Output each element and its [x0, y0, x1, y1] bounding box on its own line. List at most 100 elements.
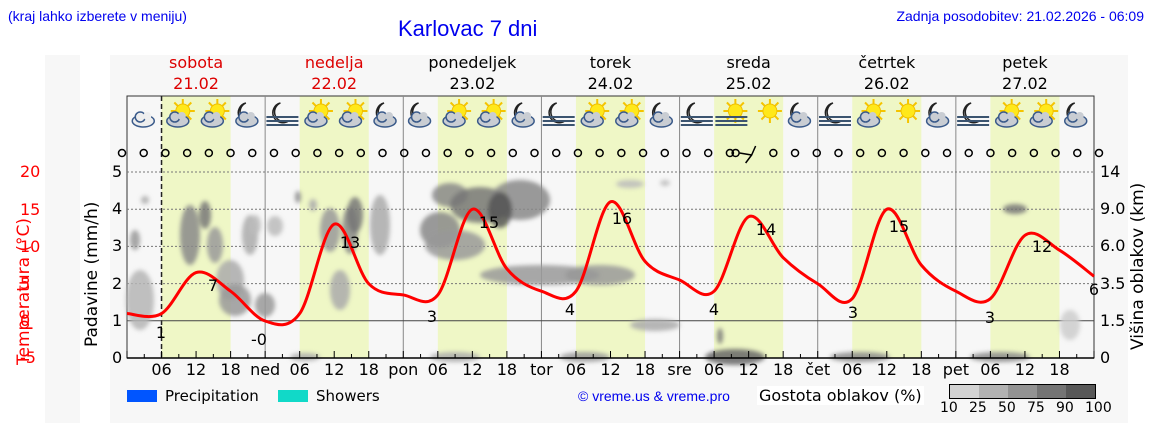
calm-wind-icon: [964, 148, 973, 158]
calm-wind-icon: [682, 148, 691, 158]
calm-wind-icon: [703, 148, 713, 158]
temperature-tick: 5: [20, 274, 31, 293]
precipitation-tick: 3: [112, 236, 123, 256]
day-name: sreda: [726, 53, 771, 72]
calm-wind-icon: [399, 148, 409, 158]
day-date: 23.02: [449, 74, 496, 93]
calm-wind-icon: [812, 148, 822, 158]
partly-cloudy-night-icon: [649, 102, 674, 128]
partly-cloudy-day-icon: [856, 99, 886, 128]
day-date: 22.02: [311, 74, 358, 93]
time-tick: 18: [772, 360, 794, 379]
time-tick: 18: [1049, 360, 1070, 379]
partly-cloudy-night-icon: [925, 102, 950, 128]
calm-wind-icon: [986, 148, 995, 158]
temperature-value-label: 12: [1032, 237, 1052, 256]
precipitation-tick: 5: [112, 162, 123, 181]
cloud-density-swatch: [1037, 385, 1066, 398]
calm-wind-icon: [1029, 148, 1039, 158]
partly-cloudy-day-icon: [304, 99, 333, 128]
temperature-value-label: 4: [565, 300, 575, 319]
day-date: 27.02: [1002, 74, 1048, 93]
time-tick: 12: [185, 360, 207, 379]
time-tick: 12: [324, 360, 345, 379]
fog-night-icon: [818, 102, 851, 126]
day-name: sobota: [168, 53, 224, 72]
partly-cloudy-day-icon: [476, 99, 506, 128]
calm-wind-icon: [725, 148, 735, 158]
calm-wind-icon: [443, 148, 452, 158]
left-panel: [45, 55, 80, 423]
temperature-tick: -5: [20, 348, 36, 367]
fog-night-icon: [957, 102, 990, 126]
day-name: petek: [1002, 53, 1048, 72]
calm-wind-icon: [1051, 148, 1060, 158]
partly-cloudy-night-icon: [235, 102, 259, 128]
calm-wind-icon: [1073, 148, 1082, 158]
cloud-height-tick: 3.5: [1100, 273, 1126, 293]
time-tick: 18: [220, 360, 241, 379]
time-tick: tor: [530, 360, 553, 379]
calm-wind-icon: [551, 148, 561, 158]
time-tick: 06: [842, 360, 863, 379]
calm-wind-icon: [269, 148, 279, 158]
cloud-density-tick: 25: [969, 400, 987, 416]
cloudy-icon: [131, 111, 156, 128]
temperature-line: [126, 200, 1095, 327]
cloud-height-tick: 6.0: [1100, 236, 1126, 256]
calm-wind-icon: [508, 148, 518, 158]
precipitation-tick: 4: [112, 199, 123, 219]
day-header-1: nedelja 22.02: [274, 52, 394, 94]
legend-precipitation: Precipitation: [127, 387, 259, 405]
temperature-value-label: 13: [340, 233, 360, 252]
day-date: 25.02: [725, 74, 772, 93]
partly-cloudy-day-icon: [200, 99, 230, 128]
calm-wind-icon: [530, 148, 539, 158]
day-date: 26.02: [863, 74, 910, 93]
temperature-value-label: -0: [251, 330, 267, 349]
time-tick: 12: [738, 360, 759, 379]
temperature-value-label: 6: [1089, 280, 1099, 299]
partly-cloudy-night-icon: [407, 102, 432, 128]
day-header-2: ponedeljek 23.02: [412, 52, 532, 94]
partly-cloudy-day-icon: [442, 99, 472, 128]
calm-wind-icon: [769, 148, 778, 158]
calm-wind-icon: [465, 148, 474, 158]
time-tick: 12: [462, 360, 483, 379]
temperature-tick: 15: [20, 200, 41, 219]
time-tick: 06: [151, 360, 172, 379]
time-tick: 18: [496, 360, 518, 379]
precipitation-axis-label: Padavine (mm/h): [82, 201, 102, 347]
day-header-4: sreda 25.02: [689, 52, 809, 94]
sunny-icon: [757, 99, 782, 123]
calm-wind-icon: [356, 148, 366, 158]
temperature-tick: 10: [20, 237, 41, 256]
calm-wind-icon: [182, 148, 192, 158]
sunny-icon: [896, 99, 921, 123]
temperature-value-label: 15: [889, 217, 909, 236]
cloud-density-tick: 10: [940, 400, 958, 416]
calm-wind-icon: [378, 148, 387, 158]
day-name: četrtek: [858, 53, 916, 72]
calm-wind-icon: [117, 148, 127, 158]
cloud-density-swatch: [1066, 385, 1095, 398]
precipitation-tick: 2: [112, 273, 123, 293]
cloud-height-axis-label: Višina oblakov (km): [1128, 182, 1148, 350]
time-tick: 12: [876, 360, 897, 379]
fog-night-icon: [266, 102, 299, 126]
page-title: Karlovac 7 dni: [398, 16, 538, 41]
partly-cloudy-day-icon: [338, 99, 368, 128]
calm-wind-icon: [291, 148, 300, 158]
calm-wind-icon: [486, 148, 496, 158]
partly-cloudy-night-icon: [787, 102, 812, 128]
copyright-link[interactable]: © vreme.us & vreme.pro: [578, 388, 730, 404]
fog-day-icon: [715, 99, 748, 126]
time-tick: 06: [427, 360, 448, 379]
cloud-height-tick: 14: [1100, 162, 1121, 181]
calm-wind-icon: [855, 148, 865, 158]
time-tick: 06: [565, 360, 587, 379]
temperature-value-label: 3: [985, 308, 995, 327]
temperature-value-label: 14: [756, 220, 776, 239]
cloud-height-tick: 1.5: [1100, 310, 1126, 330]
